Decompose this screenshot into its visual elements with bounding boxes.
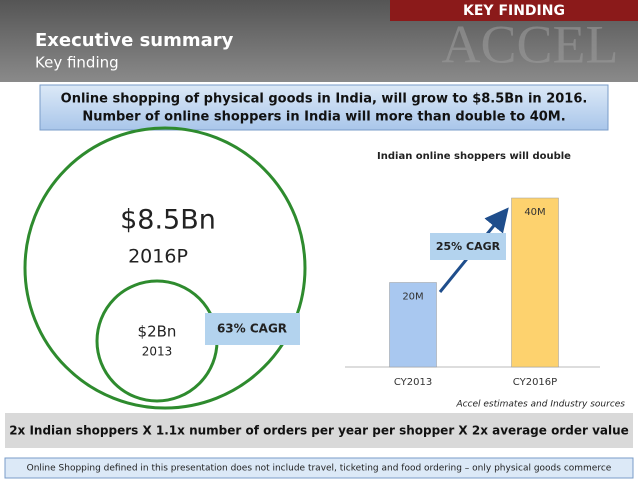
tag: KEY FINDING (463, 3, 565, 19)
value-label: 40M (524, 207, 545, 218)
cagr-box (205, 313, 300, 345)
x-tick-label: CY2013 (394, 377, 432, 388)
small-year: 2013 (142, 345, 173, 359)
source: Accel estimates and Industry sources (455, 400, 625, 410)
footnote-box (4, 457, 634, 479)
annotation: 25% CAGR (436, 240, 501, 253)
formula-box (5, 413, 633, 448)
formula: 2x Indian shoppers X 1.1x number of orde… (9, 424, 629, 438)
bar-chart: Indian online shoppers will double 20M CY… (345, 151, 625, 410)
tag-box (390, 0, 638, 21)
title: Executive summary (35, 30, 234, 51)
large-circle (23, 126, 307, 410)
subtitle: Key finding (35, 54, 119, 72)
annotation-box (430, 233, 506, 260)
headline: Number of online shoppers in India will … (82, 110, 565, 125)
bar (511, 197, 559, 368)
value-label: 20M (402, 292, 423, 303)
headline-box (39, 84, 609, 131)
chart-title: Indian online shoppers will double (377, 151, 571, 162)
large-year: 2016P (128, 246, 188, 268)
large-value: $8.5Bn (120, 205, 216, 236)
x-tick-label: CY2016P (513, 377, 557, 388)
headline: Online shopping of physical goods in Ind… (61, 92, 588, 107)
cagr: 63% CAGR (217, 322, 287, 336)
footnote: Online Shopping defined in this presenta… (27, 464, 612, 474)
bar (389, 282, 437, 368)
small-value: $2Bn (138, 323, 177, 341)
watermark: ACCEL (441, 14, 618, 74)
